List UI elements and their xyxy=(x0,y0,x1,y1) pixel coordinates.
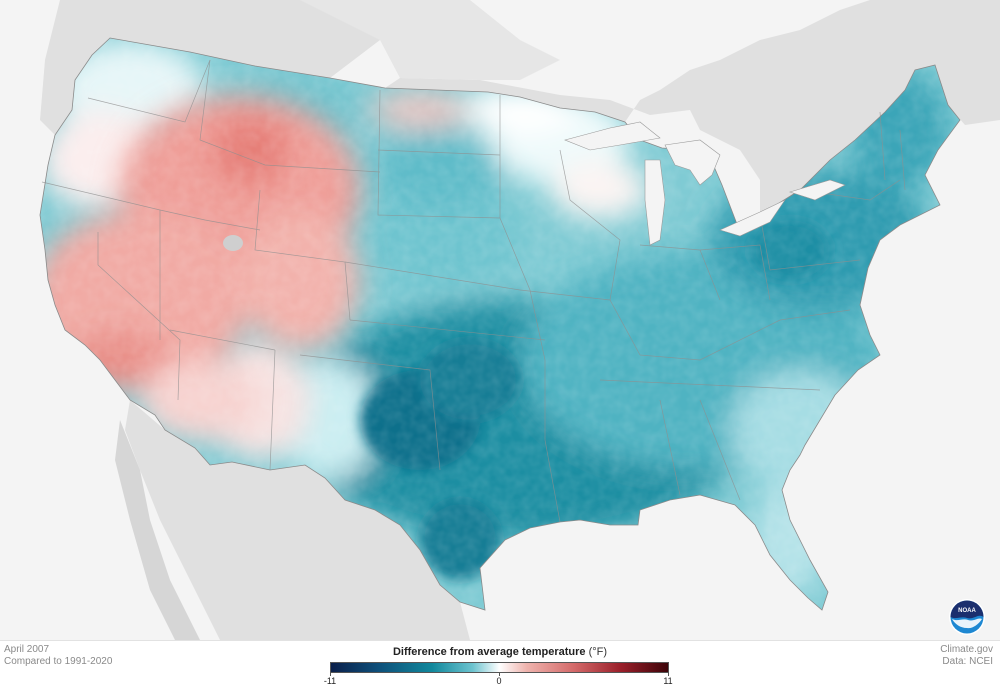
legend-title-text: Difference from average temperature xyxy=(392,646,586,658)
map-baseline: Compared to 1991-2020 xyxy=(4,656,113,667)
map-area: NOAA xyxy=(39,0,1000,640)
noaa-logo-icon: NOAA xyxy=(949,599,985,635)
legend-tick-min xyxy=(330,673,331,676)
footer: April 2007 Compared to 1991-2020 Differe… xyxy=(0,640,1000,691)
great-lakes xyxy=(564,121,846,246)
legend-title: Difference from average temperature (°F) xyxy=(330,646,670,658)
noaa-logo-text: NOAA xyxy=(958,608,976,614)
data-source: Data: NCEI xyxy=(942,656,993,667)
legend-tick-label-min: -11 xyxy=(323,676,337,686)
legend-tick-label-mid: 0 xyxy=(496,676,502,686)
legend-tick-label-max: 11 xyxy=(663,676,673,686)
legend-tick-mid xyxy=(499,673,500,676)
legend-unit: (°F) xyxy=(588,646,608,658)
legend-colorbar xyxy=(330,662,669,673)
map-period: April 2007 xyxy=(4,644,50,655)
anomaly-map xyxy=(39,0,1000,640)
credit-link[interactable]: Climate.gov xyxy=(940,644,993,655)
legend-tick-max xyxy=(668,673,669,676)
state-borders xyxy=(41,59,906,523)
